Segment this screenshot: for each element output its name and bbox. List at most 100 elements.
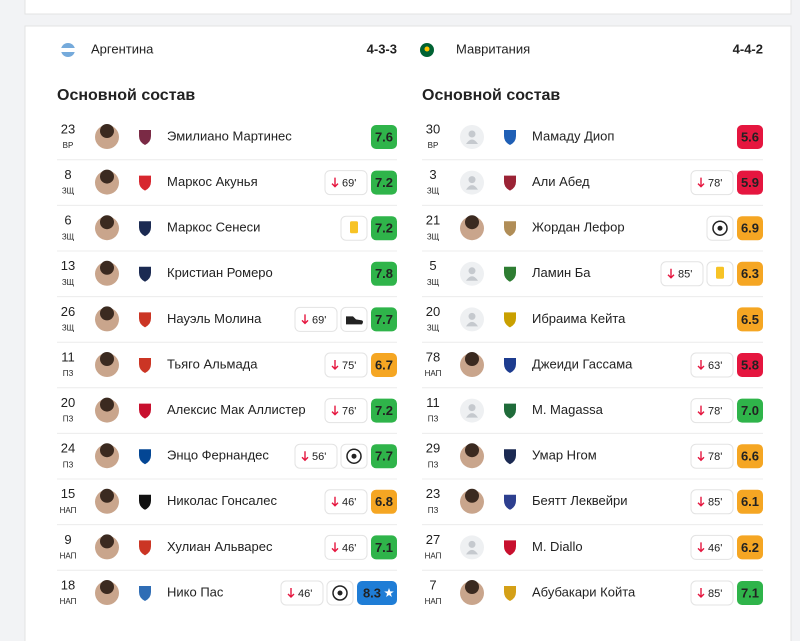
- club-logo: [139, 358, 151, 373]
- player-number: 26: [61, 304, 75, 319]
- player-number: 7: [429, 577, 436, 592]
- club-logo: [504, 312, 516, 328]
- sub-badge: [324, 534, 368, 560]
- placeholder-head: [468, 540, 476, 548]
- player-name: Абубакари Койта: [532, 584, 636, 599]
- player-position: ПЗ: [63, 460, 74, 469]
- sub-arrow: [331, 360, 339, 370]
- club-logo: [504, 221, 516, 237]
- sub-arrow: [331, 177, 339, 188]
- rating: 5.9: [741, 175, 759, 190]
- player-row: 29 ПЗ Умар Нгом 6.6 78': [422, 441, 763, 480]
- player-row: 11 ПЗ Тьяго Альмада 6.7 75': [57, 349, 397, 389]
- sub-badge: [690, 170, 734, 196]
- player-hair: [465, 443, 479, 458]
- rating: 7.8: [375, 266, 393, 281]
- rating-badge: [737, 307, 763, 332]
- sub-badge: [280, 580, 324, 606]
- placeholder-body: [466, 276, 478, 281]
- rating-badge: [737, 535, 763, 560]
- player-number: 13: [61, 258, 75, 273]
- rating-badge: [357, 581, 397, 605]
- rating-badge: [371, 125, 397, 149]
- formation: 4-3-3: [367, 41, 397, 56]
- player-position: НАП: [425, 369, 442, 378]
- rating-badge: [371, 261, 397, 286]
- club-logo: [139, 586, 151, 601]
- sub-arrow: [287, 588, 295, 598]
- rating-badge: [371, 444, 397, 469]
- sub-minute: 69': [342, 178, 356, 190]
- placeholder-body: [466, 549, 478, 555]
- player-name: Беятт Леквейри: [532, 493, 628, 508]
- player-row: 3 ЗЩ Али Абед 5.9 78': [422, 167, 763, 206]
- player-position: ПЗ: [428, 506, 439, 515]
- player-number: 23: [61, 121, 75, 136]
- player-name: Ибраима Кейта: [532, 311, 626, 326]
- rating: 6.1: [741, 494, 759, 509]
- rating: 6.7: [375, 357, 393, 372]
- sub-minute: 46': [298, 588, 312, 600]
- rating-badge: [737, 353, 763, 377]
- player-row: 5 ЗЩ Ламин Ба 6.3 85': [422, 258, 763, 298]
- club-logo: [504, 494, 516, 510]
- sub-badge: [690, 489, 734, 515]
- player-row: 6 ЗЩ Маркос Сенеси 7.2: [57, 213, 397, 252]
- player-hair: [100, 580, 114, 594]
- player-number: 21: [426, 213, 440, 228]
- yellow-card: [716, 266, 724, 279]
- rating: 7.1: [375, 540, 393, 555]
- player-position: ЗЩ: [427, 324, 440, 333]
- sub-arrow: [697, 496, 705, 507]
- player-name: Кристиан Ромеро: [167, 265, 273, 280]
- player-row: 21 ЗЩ Жордан Лефор 6.9: [422, 213, 763, 252]
- placeholder-body: [466, 321, 478, 327]
- assist-boot: [346, 316, 363, 325]
- team-name: Мавритания: [456, 41, 530, 56]
- rating-badge: [737, 261, 763, 286]
- placeholder-head: [468, 404, 476, 412]
- club-logo: [139, 130, 151, 145]
- player-position: ПЗ: [63, 415, 74, 424]
- player-hair: [100, 124, 114, 138]
- player-position: ПЗ: [63, 369, 74, 378]
- player-hair: [100, 352, 114, 366]
- sub-badge: [294, 443, 338, 469]
- player-number: 29: [426, 441, 440, 456]
- club-logo: [504, 130, 516, 145]
- sub-arrow: [331, 496, 339, 507]
- placeholder-head: [468, 267, 476, 275]
- player-hair: [100, 169, 114, 184]
- player-name: Ламин Ба: [532, 265, 591, 280]
- player-row: 11 ПЗ M. Magassa 7.0 78': [422, 395, 763, 434]
- player-position: ЗЩ: [427, 278, 440, 287]
- sub-minute: 46': [342, 497, 356, 509]
- player-row: 7 НАП Абубакари Койта 7.1 85': [425, 577, 763, 606]
- rating: 7.2: [375, 175, 393, 190]
- player-name: Маркос Акунья: [167, 174, 258, 189]
- club-logo: [139, 540, 151, 556]
- player-number: 18: [61, 577, 75, 592]
- club-logo: [504, 586, 516, 601]
- rating-badge: [371, 398, 397, 423]
- player-name: Нико Пас: [167, 584, 224, 599]
- sub-minute: 75': [342, 360, 356, 372]
- player-name: Маркос Сенеси: [167, 220, 260, 235]
- player-name: Умар Нгом: [532, 448, 597, 463]
- section-title: Основной состав: [57, 87, 195, 104]
- yellow-card: [350, 221, 358, 234]
- club-logo: [504, 358, 516, 373]
- sub-minute: 85': [708, 588, 722, 600]
- player-row: 9 НАП Хулиан Альварес 7.1 46': [57, 532, 397, 571]
- rating: 8.3: [363, 585, 381, 600]
- sub-minute: 63': [708, 360, 722, 372]
- player-number: 78: [426, 349, 440, 364]
- player-row: 15 НАП Николас Гонсалес 6.8 46': [57, 486, 397, 526]
- rating: 6.6: [741, 449, 759, 464]
- rating-badge: [737, 216, 763, 241]
- sub-arrow: [301, 451, 309, 462]
- player-position: НАП: [60, 552, 77, 561]
- player-row: 23 ПЗ Беятт Леквейри 6.1 85': [422, 486, 763, 526]
- sub-badge: [324, 170, 368, 196]
